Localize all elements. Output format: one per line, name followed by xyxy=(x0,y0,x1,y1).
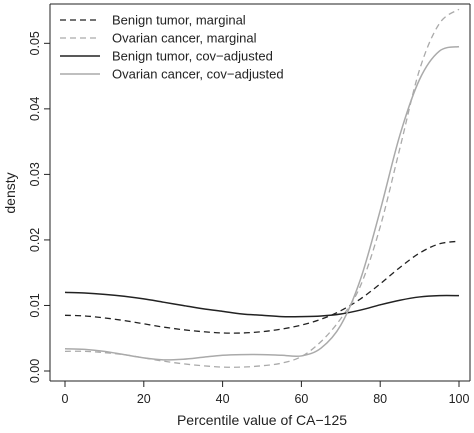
y-tick-label-5: 0.05 xyxy=(28,31,42,55)
y-tick-label-1: 0.01 xyxy=(28,293,42,317)
legend-label-ovarian-cancer-marginal: Ovarian cancer, marginal xyxy=(112,31,257,46)
legend-label-benign-tumor-cov-adjusted: Benign tumor, cov−adjusted xyxy=(112,49,273,64)
legend-label-benign-tumor-marginal: Benign tumor, marginal xyxy=(112,13,246,28)
x-tick-label-100: 100 xyxy=(449,392,470,406)
series-line-ovarian-cancer-cov-adjusted xyxy=(64,45,460,361)
series-line-benign-tumor-marginal xyxy=(64,240,460,334)
series-line-ovarian-cancer-marginal xyxy=(64,8,460,368)
y-tick-label-0: 0.00 xyxy=(28,359,42,383)
x-tick-label-80: 80 xyxy=(373,392,387,406)
x-tick-label-60: 60 xyxy=(294,392,308,406)
y-tick-label-2: 0.02 xyxy=(28,228,42,252)
series-layer xyxy=(64,8,460,368)
x-tick-label-0: 0 xyxy=(62,392,69,406)
legend: Benign tumor, marginal Ovarian cancer, ma… xyxy=(60,13,284,82)
y-tick-label-4: 0.04 xyxy=(28,97,42,121)
y-axis-ticks: 0.00 0.01 0.02 0.03 0.04 0.05 xyxy=(28,31,50,383)
x-axis-ticks: 0 20 40 60 80 100 xyxy=(62,381,470,406)
y-axis-title: densty xyxy=(2,172,18,213)
legend-label-ovarian-cancer-cov-adjusted: Ovarian cancer, cov−adjusted xyxy=(112,67,284,82)
y-tick-label-3: 0.03 xyxy=(28,162,42,186)
series-line-benign-tumor-cov-adjusted xyxy=(64,291,460,318)
x-tick-label-20: 20 xyxy=(137,392,151,406)
x-axis-title: Percentile value of CA−125 xyxy=(177,412,347,428)
x-tick-label-40: 40 xyxy=(216,392,230,406)
